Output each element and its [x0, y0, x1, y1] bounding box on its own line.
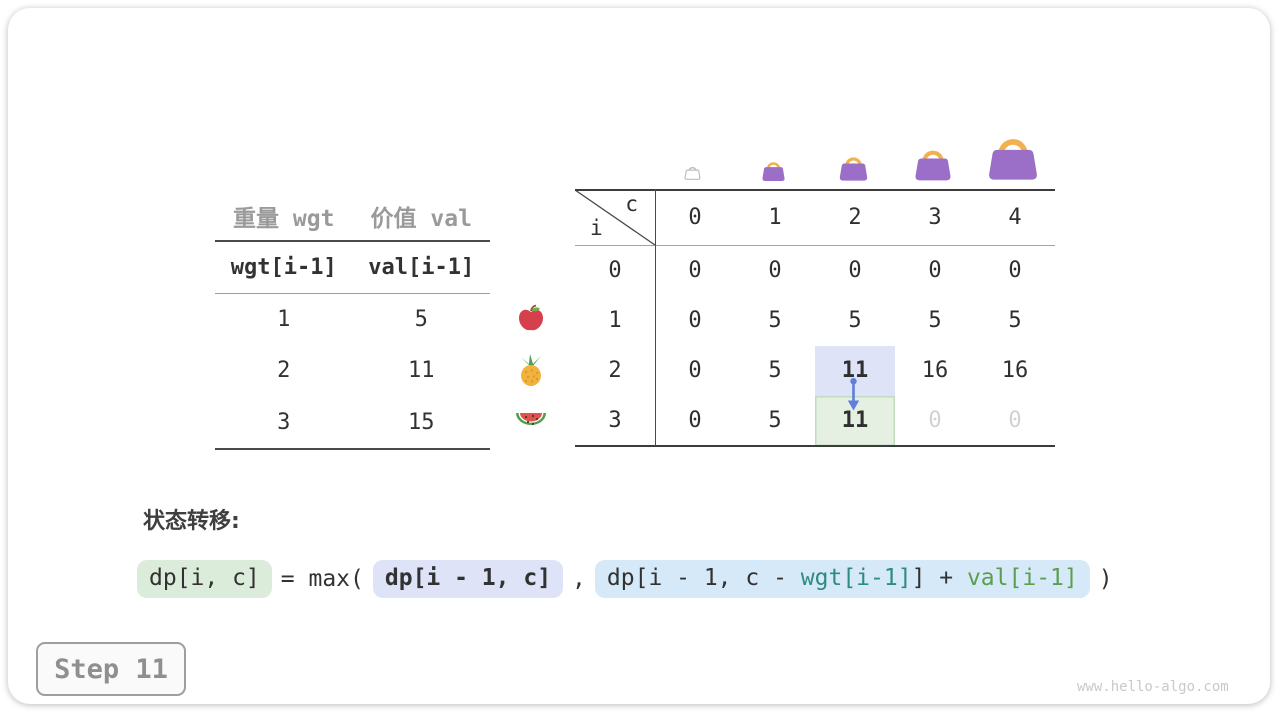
dp-col-label-1: 1: [768, 205, 782, 230]
item-row-1: 1 5: [215, 294, 490, 345]
bag-sm-icon: [838, 152, 869, 186]
transition-arrow-icon: [847, 378, 860, 411]
dp-col-label-3: 3: [928, 205, 942, 230]
dp-table-bottom-rule: [575, 444, 1055, 447]
transition-formula: dp[i, c] = max( dp[i - 1, c] , dp[i - 1,…: [137, 560, 1122, 598]
dp-cell-1-0: 0: [688, 307, 702, 333]
items-table-header: 重量 wgt 价值 val: [215, 192, 490, 242]
items-table: 重量 wgt 价值 val wgt[i-1] val[i-1] 1 5 2 11…: [215, 192, 490, 450]
val-index-label: val[i-1]: [368, 255, 475, 280]
item-3-weight: 3: [277, 409, 291, 435]
formula-closing-paren: ): [1098, 566, 1113, 592]
apple-icon: [518, 304, 544, 336]
dp-cell-0-2: 0: [848, 257, 862, 283]
value-column-header: 价值 val: [370, 206, 472, 232]
bag-ghost-icon: [684, 164, 701, 184]
dp-cell-1-1: 5: [768, 307, 782, 333]
item-2-value: 11: [408, 358, 435, 384]
dp-cell-0-0: 0: [688, 257, 702, 283]
dp-cell-2-2-source-highlight: 11: [815, 345, 895, 396]
dp-cell-0-4: 0: [1008, 257, 1022, 283]
bag-lg-icon: [986, 130, 1040, 186]
item-row-3: 3 15: [215, 397, 490, 450]
formula-arg2: dp[i - 1, c - wgt[i-1]] + val[i-1]: [594, 560, 1090, 598]
bag-md-icon: [913, 144, 953, 186]
dp-cell-2-4: 16: [1001, 358, 1029, 384]
dp-table: c i 0 1 2 3 4 0 0 0 0 0 0 1 0 5 5 5 5 2 …: [575, 190, 1055, 446]
dp-cell-0-1: 0: [768, 257, 782, 283]
formula-arg1: dp[i - 1, c]: [372, 560, 564, 598]
bag-xs-icon: [761, 158, 786, 186]
dp-cell-2-3: 16: [921, 358, 949, 384]
item-1-value: 5: [414, 307, 428, 333]
state-transition-label: 状态转移:: [143, 509, 240, 534]
wgt-index-label: wgt[i-1]: [230, 255, 337, 280]
item-3-value: 15: [408, 409, 435, 435]
dp-row-label-1: 1: [608, 307, 622, 333]
dp-row-label-2: 2: [608, 358, 622, 384]
step-badge: Step 11: [36, 642, 186, 696]
dp-row-label-0: 0: [608, 257, 622, 283]
dp-cell-3-3: 0: [928, 408, 942, 434]
dp-col-label-2: 2: [848, 205, 862, 230]
watermelon-icon: [515, 409, 547, 439]
dp-cell-2-0: 0: [688, 358, 702, 384]
item-variable-label: i: [590, 216, 603, 240]
formula-operator: = max(: [280, 566, 364, 592]
dp-col-label-4: 4: [1008, 205, 1022, 230]
dp-cell-3-4: 0: [1008, 408, 1022, 434]
dp-cell-2-1: 5: [768, 358, 782, 384]
item-2-weight: 2: [277, 358, 291, 384]
formula-arg2-wgt: wgt[i-1]: [800, 565, 912, 591]
item-1-weight: 1: [277, 307, 291, 333]
dp-cell-1-4: 5: [1008, 307, 1022, 333]
dp-corner-cell: c i: [575, 190, 655, 245]
watermark: www.hello-algo.com: [1077, 679, 1229, 695]
formula-arg2-val: val[i-1]: [966, 565, 1078, 591]
dp-cell-3-1: 5: [768, 408, 782, 434]
pineapple-icon: [517, 354, 545, 390]
dp-cell-1-2: 5: [848, 307, 862, 333]
formula-separator: ,: [572, 566, 586, 592]
dp-table-top-rule: [575, 189, 1055, 191]
dp-cell-3-0: 0: [688, 408, 702, 434]
formula-arg2-infix: ] +: [911, 565, 967, 591]
formula-arg2-prefix: dp[i - 1, c -: [606, 565, 801, 591]
dp-cell-0-3: 0: [928, 257, 942, 283]
item-row-2: 2 11: [215, 345, 490, 396]
dp-col-label-0: 0: [688, 205, 702, 230]
dp-row-label-3: 3: [608, 408, 622, 434]
dp-table-header-rule: [575, 244, 1055, 246]
items-table-index-row: wgt[i-1] val[i-1]: [215, 242, 490, 294]
dp-table-vertical-rule: [654, 189, 656, 446]
formula-lhs: dp[i, c]: [137, 560, 272, 598]
weight-column-header: 重量 wgt: [233, 206, 335, 232]
capacity-variable-label: c: [625, 192, 638, 216]
dp-cell-1-3: 5: [928, 307, 942, 333]
